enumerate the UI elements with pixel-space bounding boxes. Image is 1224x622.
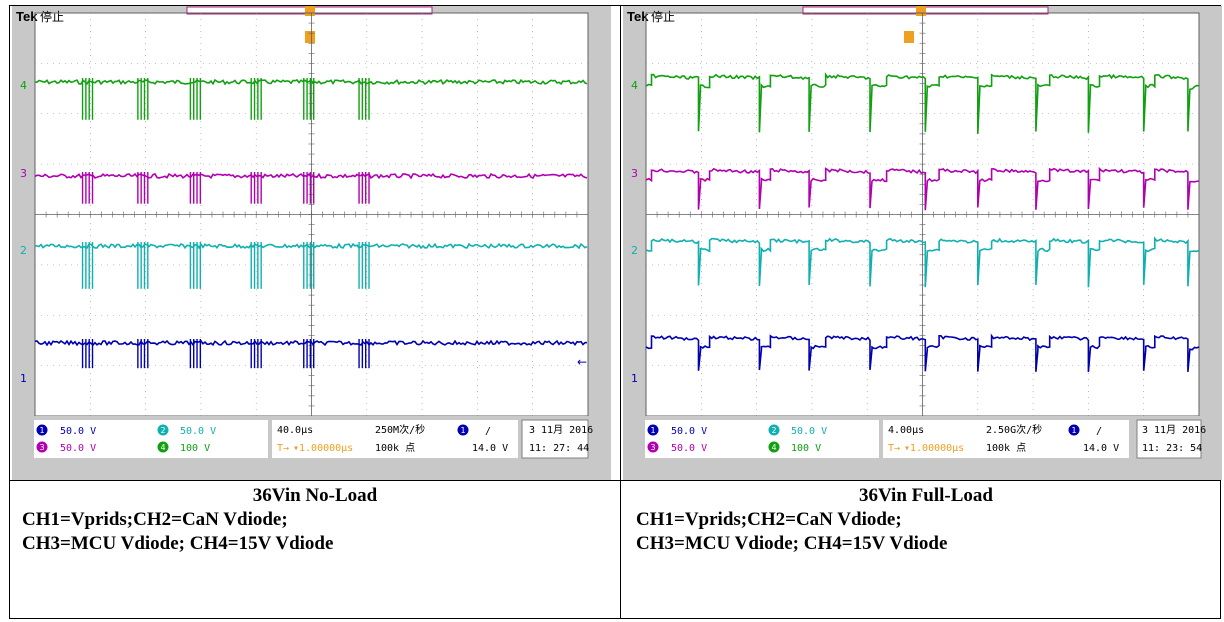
ch2-marker: 2 — [20, 244, 27, 257]
left-bezel — [12, 6, 35, 416]
ch2-badge-icon — [768, 424, 780, 436]
waveform-traces — [34, 78, 588, 369]
channel-markers: 4 3 2 1 — [20, 79, 27, 385]
table-column-divider — [620, 5, 621, 619]
table-row-divider — [9, 480, 1221, 481]
scope-screenshot-no-load: Tek 停止 4 3 2 1 ← 1 50.0 V 2 50.0 V 3 50.… — [12, 6, 611, 480]
ch3-badge-num: 3 — [650, 443, 655, 452]
ch2-volts: 50.0 V — [791, 426, 827, 437]
ch4-marker: 4 — [20, 79, 27, 92]
caption-line: CH1=Vprids;CH2=CaN Vdiode; — [22, 509, 288, 530]
sample-rate-value: 2.50G次/秒 — [986, 423, 1042, 436]
ch1-level-arrow-icon: ← — [577, 355, 587, 369]
ch2-badge-num: 2 — [771, 426, 776, 435]
ch3-badge-icon — [647, 441, 659, 453]
left-bezel — [623, 6, 646, 416]
ch4-volts: 100 V — [791, 443, 821, 454]
run-status-label: 停止 — [40, 9, 64, 24]
sample-rate-value: 250M次/秒 — [375, 423, 425, 436]
trigger-delay-value: ▾1.00000μs — [904, 443, 964, 454]
ch3-badge-icon — [36, 441, 48, 453]
time-value: 11: 27: 44 — [529, 443, 589, 454]
ch4-marker: 4 — [631, 79, 638, 92]
caption-title: 36Vin No-Load — [252, 485, 378, 506]
timebase-value: 4.00μs — [888, 425, 924, 436]
ch1-volts: 50.0 V — [671, 426, 707, 437]
trigger-source-icon — [1068, 424, 1080, 436]
date-value: 3 11月 2016 — [529, 424, 593, 436]
channel-markers: 4 3 2 1 — [631, 79, 638, 385]
ch4-badge-num: 4 — [160, 443, 165, 452]
ch2-trace — [645, 236, 1200, 288]
timebase-value: 40.0μs — [277, 425, 313, 436]
ch2-volts: 50.0 V — [180, 426, 216, 437]
trigger-source-num: 1 — [1071, 426, 1076, 435]
record-length-value: 100k 点 — [375, 442, 415, 454]
caption-full-load: 36Vin Full-Load CH1=Vprids;CH2=CaN Vdiod… — [636, 484, 1216, 556]
ch2-badge-icon — [157, 424, 169, 436]
run-status-label: 停止 — [651, 9, 675, 24]
trigger-position-icon — [305, 6, 315, 16]
graticule — [645, 12, 1200, 417]
trigger-t-icon — [904, 31, 914, 43]
ch1-marker: 1 — [631, 372, 638, 385]
trigger-delay-icon: T→ — [277, 443, 289, 454]
right-bezel — [1199, 6, 1222, 416]
caption-line: CH1=Vprids;CH2=CaN Vdiode; — [636, 509, 902, 530]
ch2-badge-num: 2 — [160, 426, 165, 435]
ch3-trace — [645, 166, 1200, 211]
ch3-marker: 3 — [631, 167, 638, 180]
ch1-badge-icon — [647, 424, 659, 436]
ch4-badge-icon — [768, 441, 780, 453]
timebase-readout-box — [272, 420, 518, 458]
ch4-badge-icon — [157, 441, 169, 453]
ch3-badge-num: 3 — [39, 443, 44, 452]
date-value: 3 11月 2016 — [1142, 424, 1206, 436]
oscilloscope-display: Tek 停止 4 3 2 1 1 50.0 V 2 50.0 V 3 50.0 … — [623, 6, 1222, 480]
ch3-marker: 3 — [20, 167, 27, 180]
graticule — [34, 12, 589, 417]
ch1-badge-icon — [36, 424, 48, 436]
trigger-source-num: 1 — [460, 426, 465, 435]
ch1-trace — [645, 333, 1200, 372]
ch4-badge-num: 4 — [771, 443, 776, 452]
datetime-box — [1136, 419, 1202, 459]
right-bezel — [588, 6, 611, 416]
waveform-traces — [645, 72, 1200, 372]
record-length-value: 100k 点 — [986, 442, 1026, 454]
ch1-badge-num: 1 — [650, 426, 655, 435]
brand-label: Tek — [627, 9, 649, 24]
channel-readout-box — [34, 420, 268, 458]
ch1-volts: 50.0 V — [60, 426, 96, 437]
trigger-source-icon — [457, 424, 469, 436]
trigger-slope-icon: / — [485, 426, 491, 437]
trigger-delay-value: ▾1.00000μs — [293, 443, 353, 454]
ch3-volts: 50.0 V — [60, 443, 96, 454]
datetime-box — [521, 419, 589, 459]
trigger-delay-icon: T→ — [888, 443, 900, 454]
ch4-trace — [645, 72, 1200, 134]
caption-no-load: 36Vin No-Load CH1=Vprids;CH2=CaN Vdiode;… — [22, 484, 608, 556]
ch4-volts: 100 V — [180, 443, 210, 454]
caption-title: 36Vin Full-Load — [859, 485, 993, 506]
oscilloscope-display: Tek 停止 4 3 2 1 ← 1 50.0 V 2 50.0 V 3 50.… — [12, 6, 611, 480]
trigger-t-icon — [305, 31, 315, 43]
trigger-level-value: 14.0 V — [472, 443, 508, 454]
scope-screenshot-full-load: Tek 停止 4 3 2 1 1 50.0 V 2 50.0 V 3 50.0 … — [623, 6, 1222, 480]
ch3-volts: 50.0 V — [671, 443, 707, 454]
trigger-position-icon — [916, 6, 926, 16]
trigger-level-value: 14.0 V — [1083, 443, 1119, 454]
channel-readout-box — [645, 420, 879, 458]
brand-label: Tek — [16, 9, 38, 24]
ch1-marker: 1 — [20, 372, 27, 385]
caption-line: CH3=MCU Vdiode; CH4=15V Vdiode — [22, 533, 334, 554]
caption-line: CH3=MCU Vdiode; CH4=15V Vdiode — [636, 533, 948, 554]
ch2-marker: 2 — [631, 244, 638, 257]
trigger-slope-icon: / — [1096, 426, 1102, 437]
timebase-readout-box — [883, 420, 1129, 458]
ch1-badge-num: 1 — [39, 426, 44, 435]
time-value: 11: 23: 54 — [1142, 443, 1202, 454]
